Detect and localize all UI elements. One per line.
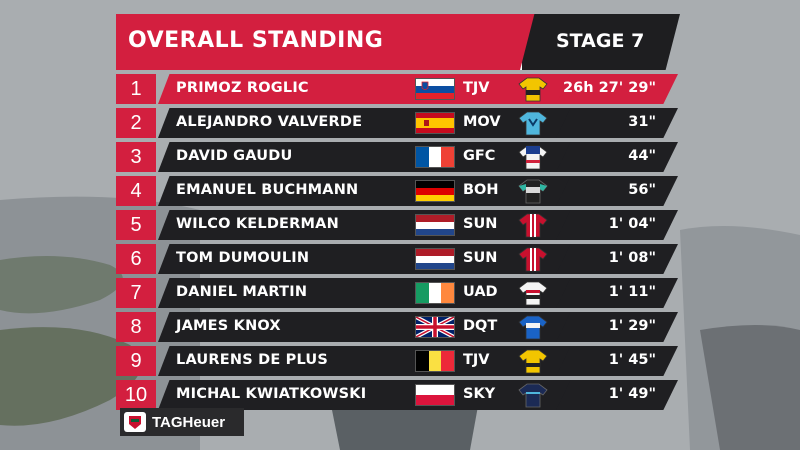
rider-panel bbox=[158, 244, 618, 274]
movistar-jersey-icon bbox=[518, 111, 548, 136]
time-panel bbox=[556, 346, 678, 376]
time-gap: 1' 11" bbox=[608, 284, 656, 300]
header-title-panel bbox=[116, 14, 536, 70]
rider-panel bbox=[158, 278, 618, 308]
team-code: DQT bbox=[463, 318, 498, 334]
rider-name: TOM DUMOULIN bbox=[176, 250, 310, 266]
rider-panel bbox=[158, 142, 618, 172]
leader-jersey-icon bbox=[518, 77, 548, 102]
time-panel bbox=[556, 108, 678, 138]
rider-name: WILCO KELDERMAN bbox=[176, 216, 339, 232]
rider-panel bbox=[158, 176, 618, 206]
slovenia-flag-icon bbox=[416, 79, 454, 99]
sky-jersey-icon bbox=[518, 383, 548, 408]
rider-name: LAURENS DE PLUS bbox=[176, 352, 329, 368]
standing-row: 5 WILCO KELDERMAN SUN 1' 04" bbox=[116, 210, 678, 240]
team-code: BOH bbox=[463, 182, 499, 198]
time-gap: 31" bbox=[628, 114, 656, 130]
rider-name: DANIEL MARTIN bbox=[176, 284, 308, 300]
rider-panel bbox=[158, 74, 618, 104]
team-code: UAD bbox=[463, 284, 498, 300]
rank-number: 4 bbox=[116, 176, 156, 206]
rank-number: 5 bbox=[116, 210, 156, 240]
tag-heuer-badge-icon bbox=[124, 412, 146, 432]
france-flag-icon bbox=[416, 147, 454, 167]
team-code: TJV bbox=[463, 352, 490, 368]
time-gap: 1' 45" bbox=[608, 352, 656, 368]
great-britain-flag-icon bbox=[416, 317, 454, 337]
standing-row: 10 MICHAL KWIATKOWSKI SKY 1' 49" bbox=[116, 380, 678, 410]
rider-panel bbox=[158, 346, 618, 376]
bora-jersey-icon bbox=[518, 179, 548, 204]
rider-name: DAVID GAUDU bbox=[176, 148, 293, 164]
standing-row: 2 ALEJANDRO VALVERDE MOV 31" bbox=[116, 108, 678, 138]
belgium-flag-icon bbox=[416, 351, 454, 371]
netherlands-flag-icon bbox=[416, 249, 454, 269]
rank-number: 10 bbox=[116, 380, 156, 410]
time-panel bbox=[556, 176, 678, 206]
germany-flag-icon bbox=[416, 181, 454, 201]
time-panel bbox=[556, 278, 678, 308]
time-gap: 56" bbox=[628, 182, 656, 198]
time-gap: 1' 08" bbox=[608, 250, 656, 266]
team-code: SKY bbox=[463, 386, 496, 402]
sunweb-jersey-icon bbox=[518, 213, 548, 238]
time-panel bbox=[556, 244, 678, 274]
uae-jersey-icon bbox=[518, 281, 548, 306]
standing-row: 8 JAMES KNOX DQT 1' 29" bbox=[116, 312, 678, 342]
standing-row: 9 LAURENS DE PLUS TJV 1' 45" bbox=[116, 346, 678, 376]
rider-name: ALEJANDRO VALVERDE bbox=[176, 114, 363, 130]
rider-name: EMANUEL BUCHMANN bbox=[176, 182, 359, 198]
time-gap: 26h 27' 29" bbox=[563, 80, 656, 96]
ireland-flag-icon bbox=[416, 283, 454, 303]
rider-panel bbox=[158, 312, 618, 342]
time-panel bbox=[556, 74, 678, 104]
groupama-jersey-icon bbox=[518, 145, 548, 170]
rank-number: 2 bbox=[116, 108, 156, 138]
jumbo-jersey-icon bbox=[518, 349, 548, 374]
rider-panel bbox=[158, 380, 618, 410]
netherlands-flag-icon bbox=[416, 215, 454, 235]
deceuninck-jersey-icon bbox=[518, 315, 548, 340]
rank-number: 9 bbox=[116, 346, 156, 376]
spain-flag-icon bbox=[416, 113, 454, 133]
time-panel bbox=[556, 380, 678, 410]
time-panel bbox=[556, 142, 678, 172]
rider-panel bbox=[158, 108, 618, 138]
rank-number: 1 bbox=[116, 74, 156, 104]
team-code: TJV bbox=[463, 80, 490, 96]
team-code: MOV bbox=[463, 114, 501, 130]
standing-row: 1 PRIMOZ ROGLIC TJV 26h 27' 29" bbox=[116, 74, 678, 104]
time-gap: 1' 49" bbox=[608, 386, 656, 402]
standing-row: 7 DANIEL MARTIN UAD 1' 11" bbox=[116, 278, 678, 308]
time-panel bbox=[556, 210, 678, 240]
standing-row: 3 DAVID GAUDU GFC 44" bbox=[116, 142, 678, 172]
time-gap: 1' 04" bbox=[608, 216, 656, 232]
rider-name: MICHAL KWIATKOWSKI bbox=[176, 386, 367, 402]
team-code: SUN bbox=[463, 216, 498, 232]
rank-number: 8 bbox=[116, 312, 156, 342]
header-stage-panel bbox=[520, 14, 680, 70]
time-gap: 44" bbox=[628, 148, 656, 164]
poland-flag-icon bbox=[416, 385, 454, 405]
sponsor-name: TAGHeuer bbox=[152, 413, 226, 431]
stage-label: STAGE 7 bbox=[556, 30, 645, 52]
time-gap: 1' 29" bbox=[608, 318, 656, 334]
team-code: GFC bbox=[463, 148, 496, 164]
standing-row: 6 TOM DUMOULIN SUN 1' 08" bbox=[116, 244, 678, 274]
team-code: SUN bbox=[463, 250, 498, 266]
sponsor-logo: TAGHeuer bbox=[120, 408, 244, 436]
rank-number: 7 bbox=[116, 278, 156, 308]
rider-name: PRIMOZ ROGLIC bbox=[176, 80, 309, 96]
time-panel bbox=[556, 312, 678, 342]
rider-panel bbox=[158, 210, 618, 240]
header-title: OVERALL STANDING bbox=[128, 28, 384, 53]
rank-number: 6 bbox=[116, 244, 156, 274]
standing-row: 4 EMANUEL BUCHMANN BOH 56" bbox=[116, 176, 678, 206]
rider-name: JAMES KNOX bbox=[176, 318, 281, 334]
rank-number: 3 bbox=[116, 142, 156, 172]
sunweb-jersey-icon bbox=[518, 247, 548, 272]
